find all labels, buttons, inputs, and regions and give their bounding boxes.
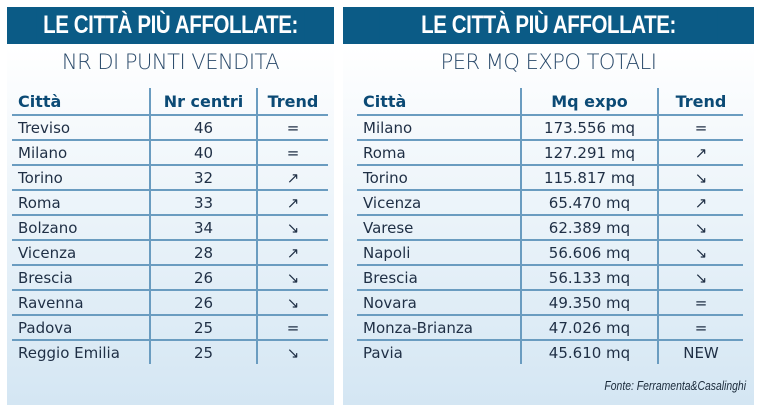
trend-cell: = xyxy=(657,115,743,141)
table-row: Varese 62.389 mq ↘ xyxy=(357,215,743,241)
trend-cell: ↘ xyxy=(256,290,328,316)
city-cell: Treviso xyxy=(12,115,150,141)
trend-cell: ↗ xyxy=(256,165,328,191)
panel-title: LE CITTÀ PIÙ AFFOLLATE: SUPERFICI xyxy=(379,7,718,44)
city-cell: Brescia xyxy=(12,265,150,291)
value-cell: 49.350 mq xyxy=(520,290,658,316)
column-header: Città xyxy=(12,88,150,116)
value-cell: 40 xyxy=(149,140,257,166)
city-cell: Torino xyxy=(357,165,521,191)
table-row: Treviso 46 = xyxy=(12,115,328,141)
table-row: Vicenza 28 ↗ xyxy=(12,240,328,266)
trend-cell: = xyxy=(256,315,328,341)
value-cell: 28 xyxy=(149,240,257,266)
table-row: Reggio Emilia 25 ↘ xyxy=(12,340,328,364)
panel-subtitle: PER MQ EXPO TOTALI xyxy=(440,50,657,74)
trend-cell: ↘ xyxy=(256,265,328,291)
source-note: Fonte: Ferramenta&Casalinghi xyxy=(604,378,746,393)
value-cell: 25 xyxy=(149,340,257,364)
value-cell: 34 xyxy=(149,215,257,241)
superfici-panel: LE CITTÀ PIÙ AFFOLLATE: SUPERFICI PER MQ… xyxy=(343,7,754,405)
trend-cell: ↗ xyxy=(657,140,743,166)
table-row: Padova 25 = xyxy=(12,315,328,341)
trend-cell: ↘ xyxy=(657,265,743,291)
table-row: Milano 40 = xyxy=(12,140,328,166)
city-cell: Brescia xyxy=(357,265,521,291)
city-cell: Roma xyxy=(12,190,150,216)
city-cell: Ravenna xyxy=(12,290,150,316)
trend-cell: NEW xyxy=(657,340,743,364)
table-row: Brescia 56.133 mq ↘ xyxy=(357,265,743,291)
table-row: Novara 49.350 mq = xyxy=(357,290,743,316)
value-cell: 47.026 mq xyxy=(520,315,658,341)
value-cell: 65.470 mq xyxy=(520,190,658,216)
city-cell: Monza-Brianza xyxy=(357,315,521,341)
table-row: Milano 173.556 mq = xyxy=(357,115,743,141)
city-cell: Pavia xyxy=(363,343,403,362)
column-header: Trend xyxy=(657,88,743,116)
city-cell: Roma xyxy=(357,140,521,166)
value-cell: 56.606 mq xyxy=(520,240,658,266)
trend-cell: ↘ xyxy=(256,340,328,364)
table-row: Monza-Brianza 47.026 mq = xyxy=(357,315,743,341)
city-cell: Novara xyxy=(357,290,521,316)
table-row: Torino 32 ↗ xyxy=(12,165,328,191)
value-cell: 32 xyxy=(149,165,257,191)
value-cell: 26 xyxy=(149,290,257,316)
table-row: Pavia 45.610 mq NEW xyxy=(357,340,743,364)
value-cell: 173.556 mq xyxy=(520,115,658,141)
city-cell: Vicenza xyxy=(357,190,521,216)
negozi-panel: LE CITTÀ PIÙ AFFOLLATE: NEGOZI NR DI PUN… xyxy=(7,7,334,405)
trend-cell: ↗ xyxy=(657,190,743,216)
value-cell: 127.291 mq xyxy=(520,140,658,166)
table-row: Brescia 26 ↘ xyxy=(12,265,328,291)
table-row: Napoli 56.606 mq ↘ xyxy=(357,240,743,266)
city-cell: Torino xyxy=(12,165,150,191)
value-cell: 115.817 mq xyxy=(520,165,658,191)
trend-cell: ↗ xyxy=(256,240,328,266)
city-cell: Varese xyxy=(357,215,521,241)
column-header: Trend xyxy=(256,88,328,116)
city-cell: Bolzano xyxy=(12,215,150,241)
table-row: Roma 33 ↗ xyxy=(12,190,328,216)
city-cell: Milano xyxy=(12,140,150,166)
column-header: Città xyxy=(357,88,521,116)
trend-cell: ↘ xyxy=(657,240,743,266)
value-cell: 56.133 mq xyxy=(520,265,658,291)
city-cell: Vicenza xyxy=(12,240,150,266)
negozi-table: Città Nr centri Trend Treviso 46 = Milano 40 = To… xyxy=(12,88,328,364)
value-cell: 45.610 mq xyxy=(520,340,658,364)
city-cell: Milano xyxy=(357,115,521,141)
trend-cell: = xyxy=(256,115,328,141)
value-cell: 26 xyxy=(149,265,257,291)
value-cell: 25 xyxy=(149,315,257,341)
table-row: Vicenza 65.470 mq ↗ xyxy=(357,190,743,216)
table-row: Bolzano 34 ↘ xyxy=(12,215,328,241)
trend-cell: = xyxy=(657,315,743,341)
table-row: Roma 127.291 mq ↗ xyxy=(357,140,743,166)
panel-subtitle: NR DI PUNTI VENDITA xyxy=(61,50,280,74)
trend-cell: ↘ xyxy=(657,165,743,191)
column-header: Nr centri xyxy=(149,88,257,116)
value-cell: 33 xyxy=(149,190,257,216)
city-cell: Napoli xyxy=(357,240,521,266)
table-row: Ravenna 26 ↘ xyxy=(12,290,328,316)
panel-title: LE CITTÀ PIÙ AFFOLLATE: NEGOZI xyxy=(36,7,305,44)
superfici-table: Città Mq expo Trend Milano 173.556 mq = Roma 12… xyxy=(357,88,743,364)
trend-cell: ↘ xyxy=(657,215,743,241)
table-row: Torino 115.817 mq ↘ xyxy=(357,165,743,191)
trend-cell: = xyxy=(256,140,328,166)
trend-cell: ↗ xyxy=(256,190,328,216)
city-cell: Reggio Emilia xyxy=(18,343,120,362)
column-header: Mq expo xyxy=(520,88,658,116)
value-cell: 62.389 mq xyxy=(520,215,658,241)
city-cell: Padova xyxy=(12,315,150,341)
trend-cell: = xyxy=(657,290,743,316)
trend-cell: ↘ xyxy=(256,215,328,241)
value-cell: 46 xyxy=(149,115,257,141)
